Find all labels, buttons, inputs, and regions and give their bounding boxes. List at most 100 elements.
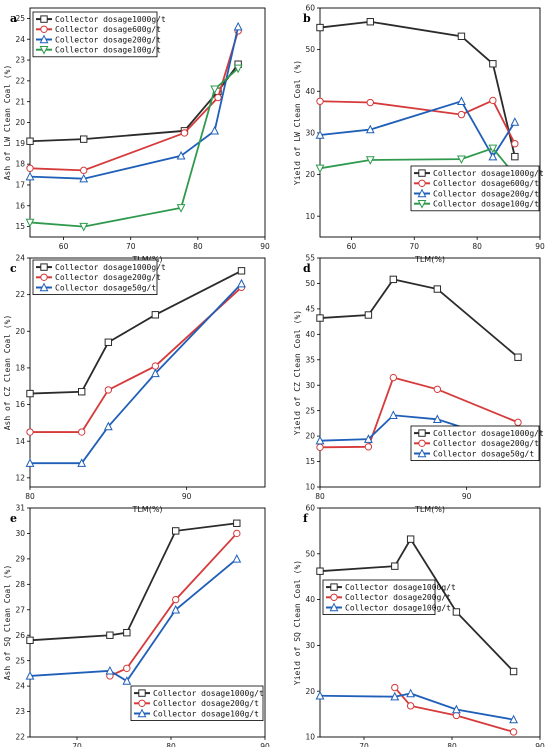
data-point bbox=[105, 665, 115, 675]
data-point bbox=[406, 535, 415, 543]
panel-label: d bbox=[303, 262, 311, 275]
legend-item: Collector dosage200g/t bbox=[414, 439, 539, 448]
legend-label: Collector dosage1000g/t bbox=[345, 583, 456, 592]
y-tick-label: 18 bbox=[15, 160, 25, 169]
x-tick-label: 90 bbox=[260, 742, 270, 747]
data-point bbox=[511, 152, 519, 161]
y-tick-label: 21 bbox=[15, 97, 25, 106]
legend-label: Collector dosage100g/t bbox=[55, 46, 161, 55]
data-point bbox=[510, 117, 520, 126]
legend-label: Collector dosage600g/t bbox=[55, 25, 161, 34]
legend-swatch-marker bbox=[137, 708, 147, 718]
series-2 bbox=[25, 21, 243, 183]
data-point bbox=[316, 443, 324, 452]
legend-swatch-marker bbox=[40, 273, 48, 281]
legend-item: Collector dosage200g/t bbox=[414, 188, 539, 198]
legend-label: Collector dosage50g/t bbox=[55, 283, 156, 292]
legend-swatch-marker bbox=[418, 439, 426, 447]
data-point bbox=[210, 125, 220, 135]
y-tick-label: 20 bbox=[305, 170, 315, 179]
legend-swatch-marker bbox=[39, 46, 49, 55]
legend-item: Collector dosage50g/t bbox=[36, 282, 156, 292]
data-point bbox=[511, 140, 519, 148]
x-axis-label: TLM(%) bbox=[131, 505, 162, 514]
legend-label: Collector dosage600g/t bbox=[433, 179, 539, 188]
series-1 bbox=[106, 529, 241, 680]
legend-label: Collector dosage1000g/t bbox=[433, 429, 544, 438]
x-tick-label: 90 bbox=[535, 242, 545, 251]
data-point bbox=[104, 338, 113, 346]
series-2 bbox=[315, 96, 520, 161]
series-line bbox=[394, 686, 514, 733]
legend-label: Collector dosage100g/t bbox=[433, 200, 539, 209]
legend-box bbox=[32, 11, 158, 58]
chart-panel-a: 60 70 80 90 15 16 17 18 19 20 21 22 23 24 25 TLM(%) Ash … bbox=[3, 7, 270, 264]
x-tick-label: 90 bbox=[462, 492, 472, 501]
series-line bbox=[319, 99, 516, 145]
data-point bbox=[364, 311, 373, 319]
data-point bbox=[79, 173, 89, 183]
legend-swatch-marker bbox=[417, 200, 427, 209]
data-point bbox=[26, 164, 34, 173]
y-tick-label: 25 bbox=[15, 656, 25, 665]
y-tick-label: 31 bbox=[15, 504, 25, 513]
data-point bbox=[489, 60, 497, 68]
series-0 bbox=[316, 18, 519, 161]
y-tick-label: 30 bbox=[305, 129, 315, 138]
y-tick-label: 55 bbox=[305, 254, 315, 263]
series-line bbox=[30, 286, 243, 433]
legend-swatch-marker bbox=[330, 593, 338, 601]
y-tick-label: 20 bbox=[305, 432, 315, 441]
data-point bbox=[457, 155, 466, 165]
y-tick-label: 10 bbox=[305, 483, 315, 492]
chart-panel-f: 70 80 90 10 20 30 40 50 60 TLM(%) Yield of SQ Clea… bbox=[293, 504, 545, 747]
series-0 bbox=[26, 267, 246, 398]
data-point bbox=[176, 150, 186, 160]
y-tick-label: 45 bbox=[305, 304, 315, 313]
legend-swatch-marker bbox=[39, 34, 49, 44]
data-point bbox=[316, 23, 324, 32]
x-tick-label: 80 bbox=[166, 742, 176, 747]
series-1 bbox=[316, 373, 522, 452]
data-point bbox=[123, 664, 131, 672]
y-tick-label: 22 bbox=[15, 733, 25, 742]
y-tick-label: 60 bbox=[305, 4, 315, 13]
panel-label: a bbox=[10, 12, 17, 25]
legend-swatch-marker bbox=[330, 583, 338, 591]
data-point bbox=[509, 667, 518, 676]
legend-item: Collector dosage200g/t bbox=[36, 34, 161, 44]
legend-item: Collector dosage1000g/t bbox=[326, 583, 456, 592]
x-tick-label: 80 bbox=[193, 242, 203, 251]
series-0 bbox=[316, 535, 518, 676]
legend-swatch-marker bbox=[417, 448, 427, 458]
data-point bbox=[391, 562, 399, 570]
data-point bbox=[237, 267, 246, 275]
chart-panel-d: 80 90 10 15 20 25 30 35 40 45 50 55 TLM(%) Yield of C… bbox=[293, 254, 544, 514]
data-point bbox=[432, 414, 442, 424]
data-point bbox=[25, 171, 35, 181]
y-tick-label: 10 bbox=[305, 212, 315, 221]
data-point bbox=[214, 93, 222, 102]
data-point bbox=[26, 389, 34, 398]
x-tick-label: 60 bbox=[347, 242, 357, 251]
plot-frame bbox=[319, 507, 541, 738]
data-point bbox=[389, 373, 398, 382]
x-tick-label: 80 bbox=[447, 742, 457, 747]
data-point bbox=[123, 628, 131, 637]
y-tick-label: 20 bbox=[15, 327, 25, 336]
x-tick-label: 90 bbox=[535, 742, 545, 747]
y-tick-label: 15 bbox=[305, 457, 315, 466]
data-point bbox=[26, 636, 34, 645]
legend-item: Collector dosage200g/t bbox=[36, 273, 161, 282]
y-tick-label: 24 bbox=[15, 254, 25, 263]
legend-label: Collector dosage100g/t bbox=[153, 709, 259, 718]
chart-panel-b: 60 70 80 90 10 20 30 40 50 60 TLM(%) Yield of LW Cl… bbox=[293, 4, 545, 264]
data-point bbox=[78, 428, 86, 436]
data-point bbox=[406, 702, 415, 710]
legend-item: Collector dosage1000g/t bbox=[134, 689, 264, 698]
panel-label: b bbox=[303, 12, 311, 25]
legend-item: Collector dosage200g/t bbox=[134, 699, 259, 708]
data-point bbox=[514, 418, 522, 427]
